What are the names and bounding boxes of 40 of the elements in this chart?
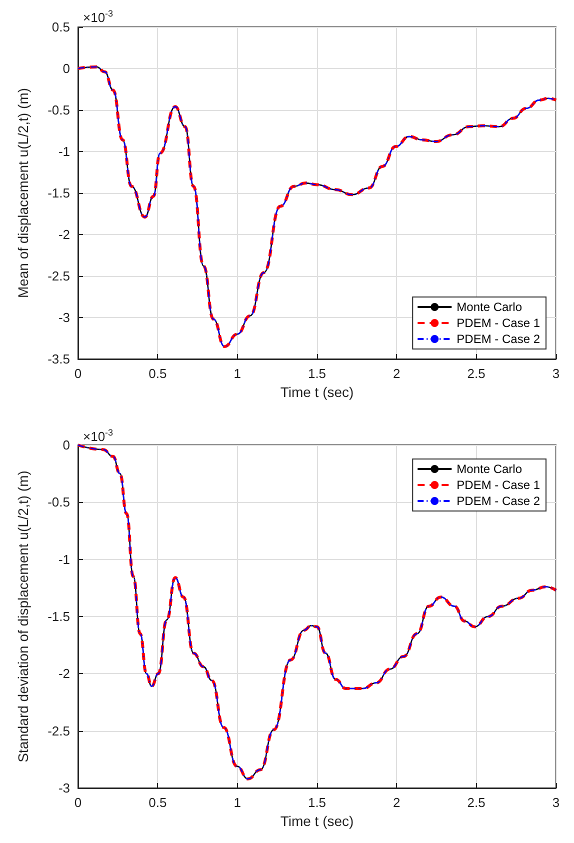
legend-label: Monte Carlo xyxy=(456,462,522,476)
y-tick-label: -2.5 xyxy=(48,268,70,284)
x-tick-label: 2.5 xyxy=(467,366,486,381)
y-tick-label: -1 xyxy=(58,552,70,567)
y-tick-label: -2.5 xyxy=(48,723,70,738)
y-tick-label: -2 xyxy=(58,666,70,682)
legend-label: Monte Carlo xyxy=(456,300,522,314)
y-tick-label: -3.5 xyxy=(48,352,70,366)
x-axis-title: Time t (sec) xyxy=(280,384,354,400)
x-tick-label: 1.5 xyxy=(308,366,326,381)
legend-label: PDEM - Case 1 xyxy=(456,316,540,330)
y-tick-label: -1 xyxy=(58,144,70,159)
y-tick-label: -3 xyxy=(58,780,70,796)
y-axis-title: Mean of displacement u(L/2,t) (m) xyxy=(15,88,31,298)
x-tick-label: 0 xyxy=(74,795,82,810)
x-tick-label: 0 xyxy=(74,366,82,381)
y-tick-label: 0.5 xyxy=(52,20,70,34)
x-tick-label: 0.5 xyxy=(148,795,167,810)
x-tick-label: 1 xyxy=(234,366,241,381)
y-tick-label: -1.5 xyxy=(48,609,70,624)
x-tick-label: 3 xyxy=(552,795,560,810)
y-tick-label: -0.5 xyxy=(48,494,70,510)
y-tick-label: -3 xyxy=(58,310,70,325)
legend-label: PDEM - Case 1 xyxy=(456,478,540,492)
x-axis-title: Time t (sec) xyxy=(280,813,354,829)
y-tick-label: -1.5 xyxy=(48,186,70,200)
legend-label: PDEM - Case 2 xyxy=(456,494,540,508)
x-tick-label: 0.5 xyxy=(148,366,167,381)
x-tick-label: 1.5 xyxy=(308,795,326,810)
y-axis-title: Standard deviation of displacement u(L/2,t) (m) xyxy=(15,470,31,762)
y-tick-label: 0 xyxy=(62,438,70,452)
x-tick-label: 2.5 xyxy=(467,795,486,810)
y-tick-label: -0.5 xyxy=(48,102,70,118)
y-tick-label: -2 xyxy=(58,227,70,242)
y-tick-label: 0 xyxy=(62,61,70,76)
legend-label: PDEM - Case 2 xyxy=(456,332,540,346)
x-tick-label: 3 xyxy=(552,366,560,381)
x-tick-label: 1 xyxy=(234,795,241,810)
x-tick-label: 2 xyxy=(393,795,400,810)
x-tick-label: 2 xyxy=(393,366,400,381)
